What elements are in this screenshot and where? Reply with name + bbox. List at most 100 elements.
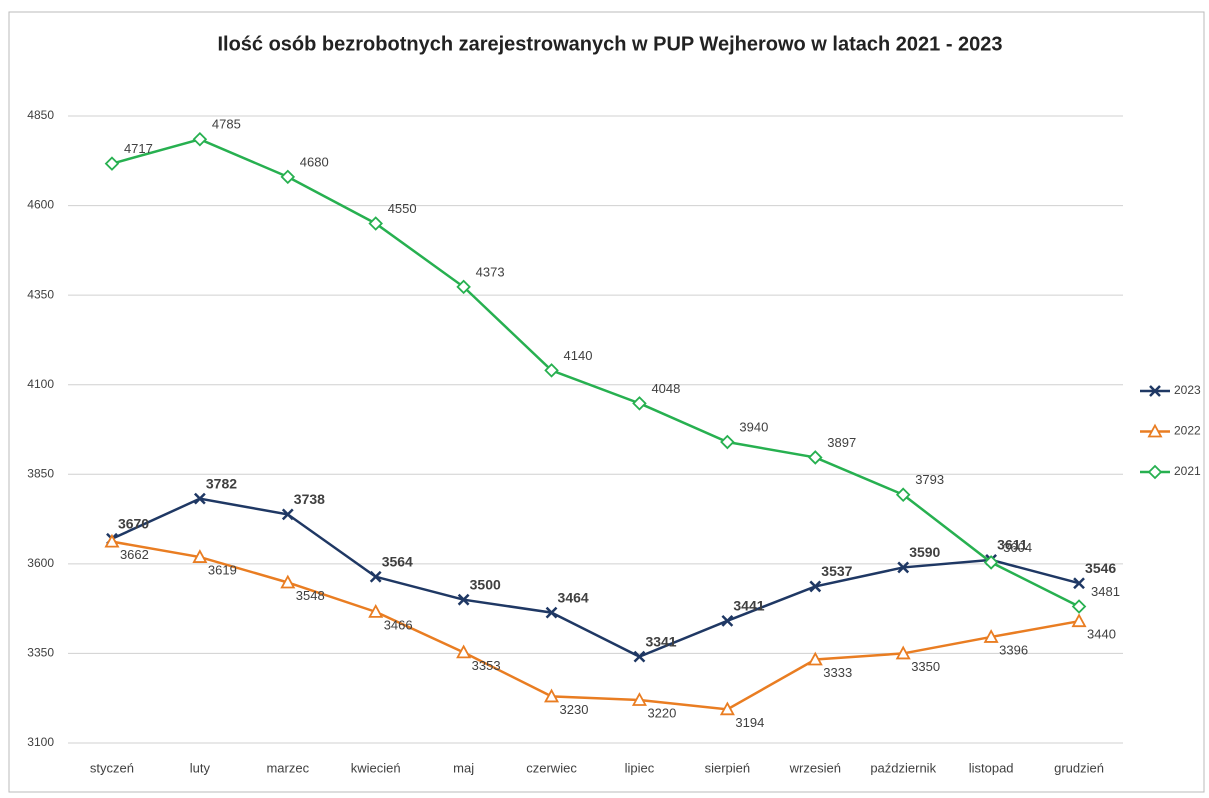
data-label: 3782	[206, 475, 237, 491]
marker	[719, 701, 735, 716]
marker	[983, 629, 999, 643]
legend-label: 2023	[1174, 383, 1201, 397]
x-tick-label: październik	[870, 760, 936, 775]
legend-marker	[1147, 423, 1163, 438]
marker	[983, 555, 999, 570]
marker	[1071, 599, 1087, 614]
marker	[192, 549, 208, 563]
marker	[633, 650, 646, 663]
y-tick-label: 4850	[27, 108, 54, 122]
marker	[808, 450, 823, 465]
x-tick-label: marzec	[266, 760, 309, 775]
legend-marker	[1147, 464, 1163, 480]
y-tick-label: 3850	[27, 466, 54, 480]
data-label: 3940	[739, 419, 768, 434]
series-line	[111, 540, 1080, 711]
legend-marker	[1149, 385, 1161, 397]
y-tick-label: 3100	[27, 735, 54, 749]
data-label: 4140	[564, 348, 593, 363]
y-tick-label: 3600	[27, 556, 54, 570]
marker	[192, 132, 208, 147]
x-tick-label: wrzesień	[789, 760, 841, 775]
x-tick-label: kwiecień	[351, 760, 401, 775]
data-label: 3466	[384, 617, 413, 632]
marker	[720, 434, 735, 450]
data-label: 3220	[647, 705, 676, 720]
marker	[1071, 613, 1087, 628]
data-label: 3500	[470, 576, 501, 592]
x-tick-label: styczeń	[90, 760, 134, 775]
data-label: 4550	[388, 201, 417, 216]
marker	[631, 692, 647, 706]
legend-label: 2021	[1174, 464, 1201, 478]
marker	[895, 487, 911, 502]
x-tick-label: maj	[453, 760, 474, 775]
data-label: 3738	[294, 491, 325, 507]
data-label: 4048	[651, 381, 680, 396]
x-tick-label: lipiec	[625, 760, 655, 775]
x-tick-label: czerwiec	[526, 760, 577, 775]
data-label: 3548	[296, 588, 325, 603]
x-tick-label: listopad	[969, 760, 1014, 775]
data-label: 3611	[997, 537, 1028, 553]
data-label: 3230	[560, 702, 589, 717]
data-label: 3350	[911, 659, 940, 674]
marker	[895, 645, 911, 660]
y-tick-label: 3350	[27, 646, 54, 660]
chart-frame	[8, 11, 1205, 793]
data-label: 3670	[118, 515, 149, 531]
legend-label: 2022	[1174, 424, 1201, 438]
data-label: 3564	[382, 553, 413, 569]
series-line	[111, 137, 1080, 608]
data-label: 3481	[1091, 584, 1120, 599]
marker	[369, 570, 382, 583]
series-line	[111, 497, 1080, 659]
marker	[368, 216, 383, 231]
marker	[281, 508, 294, 521]
data-label: 4717	[124, 141, 153, 156]
chart-title: Ilość osób bezrobotnych zarejestrowanych…	[217, 33, 1002, 55]
marker	[193, 492, 206, 505]
y-tick-label: 4350	[27, 287, 54, 301]
data-label: 3793	[915, 472, 944, 487]
x-tick-label: luty	[190, 760, 211, 775]
data-label: 4785	[212, 117, 241, 132]
data-label: 3194	[735, 715, 764, 730]
marker	[280, 574, 296, 589]
x-tick-label: grudzień	[1054, 760, 1104, 775]
data-label: 3353	[472, 658, 501, 673]
marker	[456, 279, 471, 295]
data-label: 3440	[1087, 627, 1116, 642]
data-label: 3662	[120, 547, 149, 562]
marker	[545, 606, 558, 619]
marker	[544, 363, 559, 378]
marker	[368, 603, 384, 618]
data-label: 3441	[733, 598, 764, 614]
data-label: 3396	[999, 642, 1028, 657]
marker	[897, 561, 910, 574]
data-label: 3619	[208, 562, 237, 577]
data-label: 3897	[827, 435, 856, 450]
data-label: 3546	[1085, 560, 1116, 576]
x-tick-label: sierpień	[705, 760, 751, 775]
data-label: 3537	[821, 563, 852, 579]
marker	[807, 651, 823, 666]
marker	[456, 644, 472, 659]
marker	[104, 156, 120, 171]
marker	[280, 169, 296, 185]
y-tick-label: 4100	[27, 377, 54, 391]
data-label: 3590	[909, 544, 940, 560]
y-tick-label: 4600	[27, 198, 54, 212]
data-label: 3341	[645, 633, 676, 649]
marker	[457, 593, 470, 606]
marker	[1073, 577, 1085, 590]
marker	[809, 580, 822, 593]
data-label: 3464	[558, 589, 589, 605]
data-label: 4373	[476, 264, 505, 279]
marker	[544, 688, 560, 703]
marker	[104, 533, 120, 548]
data-label: 4680	[300, 154, 329, 169]
marker	[632, 396, 647, 411]
data-label: 3333	[823, 665, 852, 680]
